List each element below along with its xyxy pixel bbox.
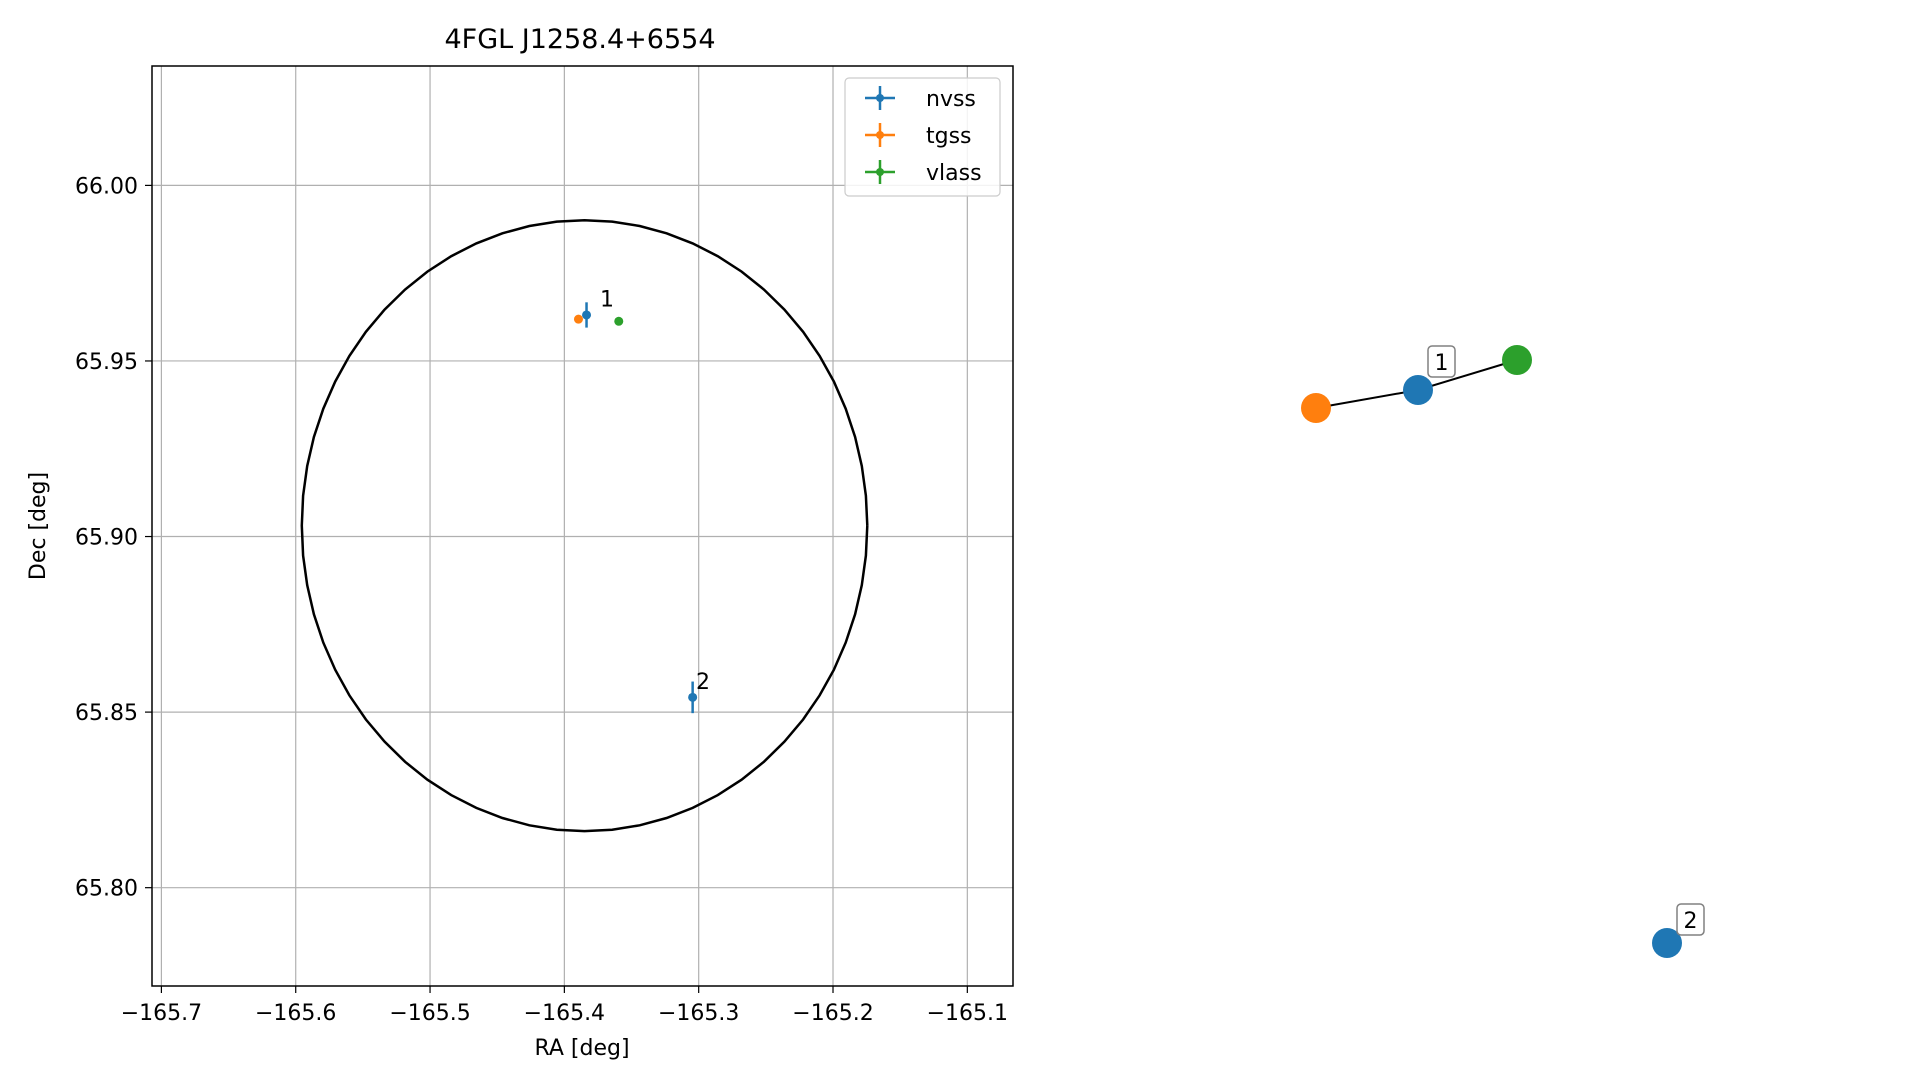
graph-node-nvss-1 [1403, 375, 1433, 405]
graph-edge-tgss-nvss-1 [1315, 389, 1419, 409]
graph-node-vlass [1502, 345, 1532, 375]
x-tick-label: −165.5 [389, 1001, 470, 1026]
error-ellipse [300, 218, 869, 833]
y-tick-label: 65.90 [75, 526, 138, 551]
graph-node-label-2: 2 [1676, 903, 1705, 936]
graph-edge-nvss-1-vlass [1417, 359, 1518, 391]
y-tick-label: 66.00 [75, 174, 138, 199]
x-tick-label: −165.7 [121, 1001, 202, 1026]
x-tick-label: −165.4 [524, 1001, 605, 1026]
svg-text:1: 1 [1435, 351, 1449, 376]
sky-position-chart: 4FGL J1258.4+6554 12 −165.7 −165.6 −165.5−… [26, 24, 1014, 1061]
legend-item-nvss: nvss [865, 86, 976, 112]
annotation-label: 1 [600, 288, 614, 313]
legend-label-tgss: tgss [926, 124, 972, 149]
association-graph: 1 2 [1301, 345, 1705, 958]
x-axis-label: RA [deg] [534, 1036, 629, 1061]
graph-node-label-1: 1 [1427, 345, 1456, 378]
axis-ticks: −165.7 −165.6 −165.5 −165.4 −165.3 −165.2 −165… [75, 174, 1008, 1026]
x-tick-label: −165.6 [255, 1001, 336, 1026]
legend: nvss tgss vlass [844, 77, 1001, 197]
legend-label-vlass: vlass [926, 161, 982, 186]
data-points-layer [573, 302, 698, 714]
grid [152, 66, 1013, 986]
chart-title: 4FGL J1258.4+6554 [444, 24, 715, 55]
annotation-label: 2 [696, 670, 710, 695]
point-vlass [614, 316, 624, 326]
point-nvss [688, 681, 698, 714]
y-axis-label: Dec [deg] [26, 472, 51, 580]
x-tick-label: −165.3 [658, 1001, 739, 1026]
error-ellipse-layer [300, 218, 869, 833]
point-nvss [582, 302, 592, 328]
y-tick-label: 65.80 [75, 877, 138, 902]
legend-item-tgss: tgss [865, 123, 972, 149]
plot-frame [151, 65, 1014, 987]
y-tick-label: 65.95 [75, 350, 138, 375]
marker [573, 314, 583, 324]
legend-label-nvss: nvss [926, 87, 976, 112]
graph-node-nvss-2 [1652, 928, 1682, 958]
point-tgss [573, 314, 583, 324]
marker [582, 310, 592, 320]
y-tick-label: 65.85 [75, 701, 138, 726]
x-tick-label: −165.1 [927, 1001, 1008, 1026]
graph-node-tgss [1301, 393, 1331, 423]
legend-item-vlass: vlass [865, 160, 982, 186]
marker [614, 316, 624, 326]
annotations-layer: 12 [600, 288, 710, 695]
legend-frame [844, 77, 1001, 197]
marker [688, 692, 698, 702]
svg-text:2: 2 [1684, 909, 1698, 934]
x-tick-label: −165.2 [792, 1001, 873, 1026]
